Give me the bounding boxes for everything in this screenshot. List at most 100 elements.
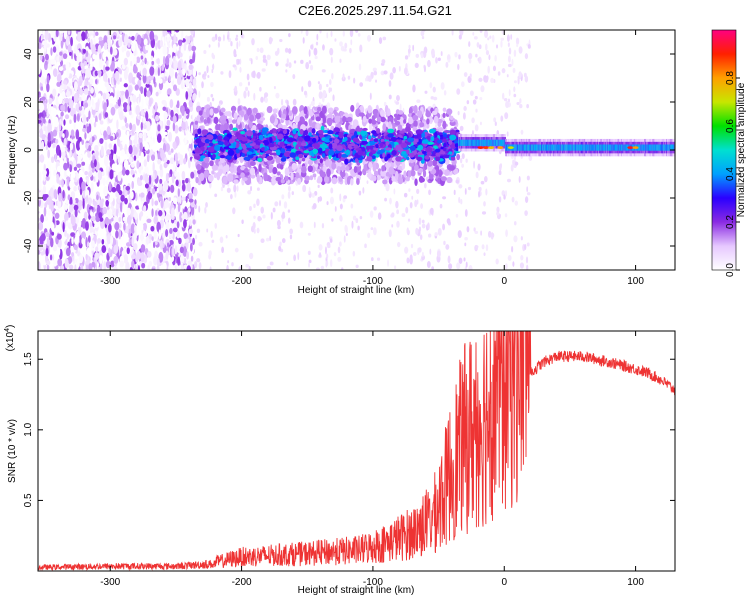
spectrogram-noise-cell xyxy=(526,175,530,181)
spectrogram-noise-cell xyxy=(185,177,189,184)
spectrogram-noise-cell xyxy=(71,236,74,245)
spectrogram-noise-cell xyxy=(373,227,377,236)
spectrogram-signal-cell xyxy=(242,177,248,182)
spectrogram-noise-cell xyxy=(112,48,118,56)
spectrogram-noise-cell xyxy=(39,103,45,112)
spectrogram-noise-cell xyxy=(367,34,371,42)
spectrogram-noise-cell xyxy=(485,244,489,252)
spectrogram-signal-cell xyxy=(438,127,444,132)
spectrogram-noise-cell xyxy=(76,30,81,33)
spectrogram-noise-cell xyxy=(287,217,291,224)
spectrogram-noise-cell xyxy=(86,126,90,134)
spectrogram-noise-cell xyxy=(142,222,148,231)
spectrogram-noise-cell xyxy=(321,223,325,229)
spectrogram-noise-cell xyxy=(86,177,89,185)
spectrogram-noise-cell xyxy=(211,97,215,102)
spectrogram-signal-cell xyxy=(381,171,386,176)
spectrogram-signal-cell xyxy=(419,177,425,183)
spectrogram-noise-cell xyxy=(276,219,281,227)
spectrogram-noise-cell xyxy=(66,157,69,163)
spectrogram-noise-cell xyxy=(188,55,192,61)
spectrogram-signal-cell xyxy=(443,169,450,176)
spectrogram-noise-cell xyxy=(487,230,492,238)
spectrogram-noise-cell xyxy=(513,49,517,57)
spectrogram-noise-cell xyxy=(155,91,159,97)
spectrogram-noise-cell xyxy=(202,76,207,80)
spectrogram-noise-cell xyxy=(81,62,85,74)
spectrogram-noise-cell xyxy=(349,47,352,54)
spectrogram-noise-cell xyxy=(120,194,125,202)
spectrogram-noise-cell xyxy=(72,173,76,178)
spectrogram-noise-cell xyxy=(74,216,80,224)
spectrogram-noise-cell xyxy=(524,243,527,251)
spectrogram-noise-cell xyxy=(44,216,49,222)
spectrogram-noise-cell xyxy=(325,260,328,268)
spectrogram-noise-cell xyxy=(120,149,125,157)
spectrogram-noise-cell xyxy=(49,177,54,188)
spectrogram-noise-cell xyxy=(350,39,353,46)
spectrogram-noise-cell xyxy=(211,52,214,58)
spectrogram-noise-cell xyxy=(57,246,61,256)
spectrogram-noise-cell xyxy=(300,59,304,64)
spectrogram-noise-cell xyxy=(472,99,477,105)
spectrogram-noise-cell xyxy=(357,32,361,37)
spectrogram-noise-cell xyxy=(429,82,433,89)
spectrogram-noise-cell xyxy=(327,244,331,249)
spectrogram-noise-cell xyxy=(113,171,117,178)
spectrogram-signal-cell xyxy=(303,106,308,115)
spectrogram-noise-cell xyxy=(138,115,141,120)
spectrogram-noise-cell xyxy=(435,57,438,64)
spectrogram-noise-cell xyxy=(171,30,175,37)
spectrogram-signal-cell xyxy=(387,108,391,117)
spectrogram-noise-cell xyxy=(524,210,528,217)
spectrogram-noise-cell xyxy=(172,197,178,205)
spectrogram-noise-cell xyxy=(140,122,143,131)
spectrogram-noise-cell xyxy=(165,221,170,230)
spectrogram-signal-cell xyxy=(412,126,418,132)
spectrogram-noise-cell xyxy=(475,171,479,179)
spectrogram-noise-cell xyxy=(480,85,485,93)
spectrogram-noise-cell xyxy=(181,183,186,192)
spectrogram-noise-cell xyxy=(328,79,332,85)
spectrogram-noise-cell xyxy=(286,262,289,266)
spectrogram-noise-cell xyxy=(75,104,79,112)
spectrogram-noise-cell xyxy=(513,86,516,93)
spectrogram-noise-cell xyxy=(506,131,509,137)
spectrogram-signal-cell xyxy=(211,164,218,171)
spectrogram-noise-cell xyxy=(187,207,191,213)
spectrogram-noise-cell xyxy=(165,143,170,153)
spectrogram-noise-cell xyxy=(490,77,494,84)
spectrogram-noise-cell xyxy=(148,98,152,107)
spectrogram-noise-cell xyxy=(239,58,242,65)
spectrogram-noise-cell xyxy=(253,228,256,234)
spectrogram-signal-cell xyxy=(388,166,395,175)
spectrogram-noise-cell xyxy=(155,42,158,50)
spectrogram-noise-cell xyxy=(41,34,45,40)
spectrogram-noise-cell xyxy=(510,34,513,40)
spectrogram-noise-cell xyxy=(109,153,112,162)
spectrogram-noise-cell xyxy=(157,159,162,165)
spectrogram-noise-cell xyxy=(398,65,401,72)
spectrogram-noise-cell xyxy=(108,143,113,149)
spectrogram-noise-cell xyxy=(514,161,519,166)
spectrogram-noise-cell xyxy=(501,92,505,100)
spectrogram-noise-cell xyxy=(358,190,362,196)
spectrogram-signal-cell xyxy=(419,121,425,128)
spectrogram-noise-cell xyxy=(53,116,59,128)
spectrogram-noise-cell xyxy=(113,143,117,155)
spectrogram-noise-cell xyxy=(158,196,163,202)
spectrogram-noise-cell xyxy=(97,170,103,181)
spectrogram-noise-cell xyxy=(206,65,209,74)
spectrogram-noise-cell xyxy=(506,178,511,183)
spectrogram-noise-cell xyxy=(44,202,48,208)
spectrogram-noise-cell xyxy=(183,42,187,51)
spectrogram-noise-cell xyxy=(43,163,46,172)
spectrogram-noise-cell xyxy=(124,197,128,205)
spectrogram-noise-cell xyxy=(208,44,211,48)
spectrogram-noise-cell xyxy=(96,194,99,201)
spectrogram-noise-cell xyxy=(188,228,194,234)
spectrogram-noise-cell xyxy=(188,198,194,203)
spectrogram-noise-cell xyxy=(325,246,327,255)
spectrogram-noise-cell xyxy=(307,80,312,88)
